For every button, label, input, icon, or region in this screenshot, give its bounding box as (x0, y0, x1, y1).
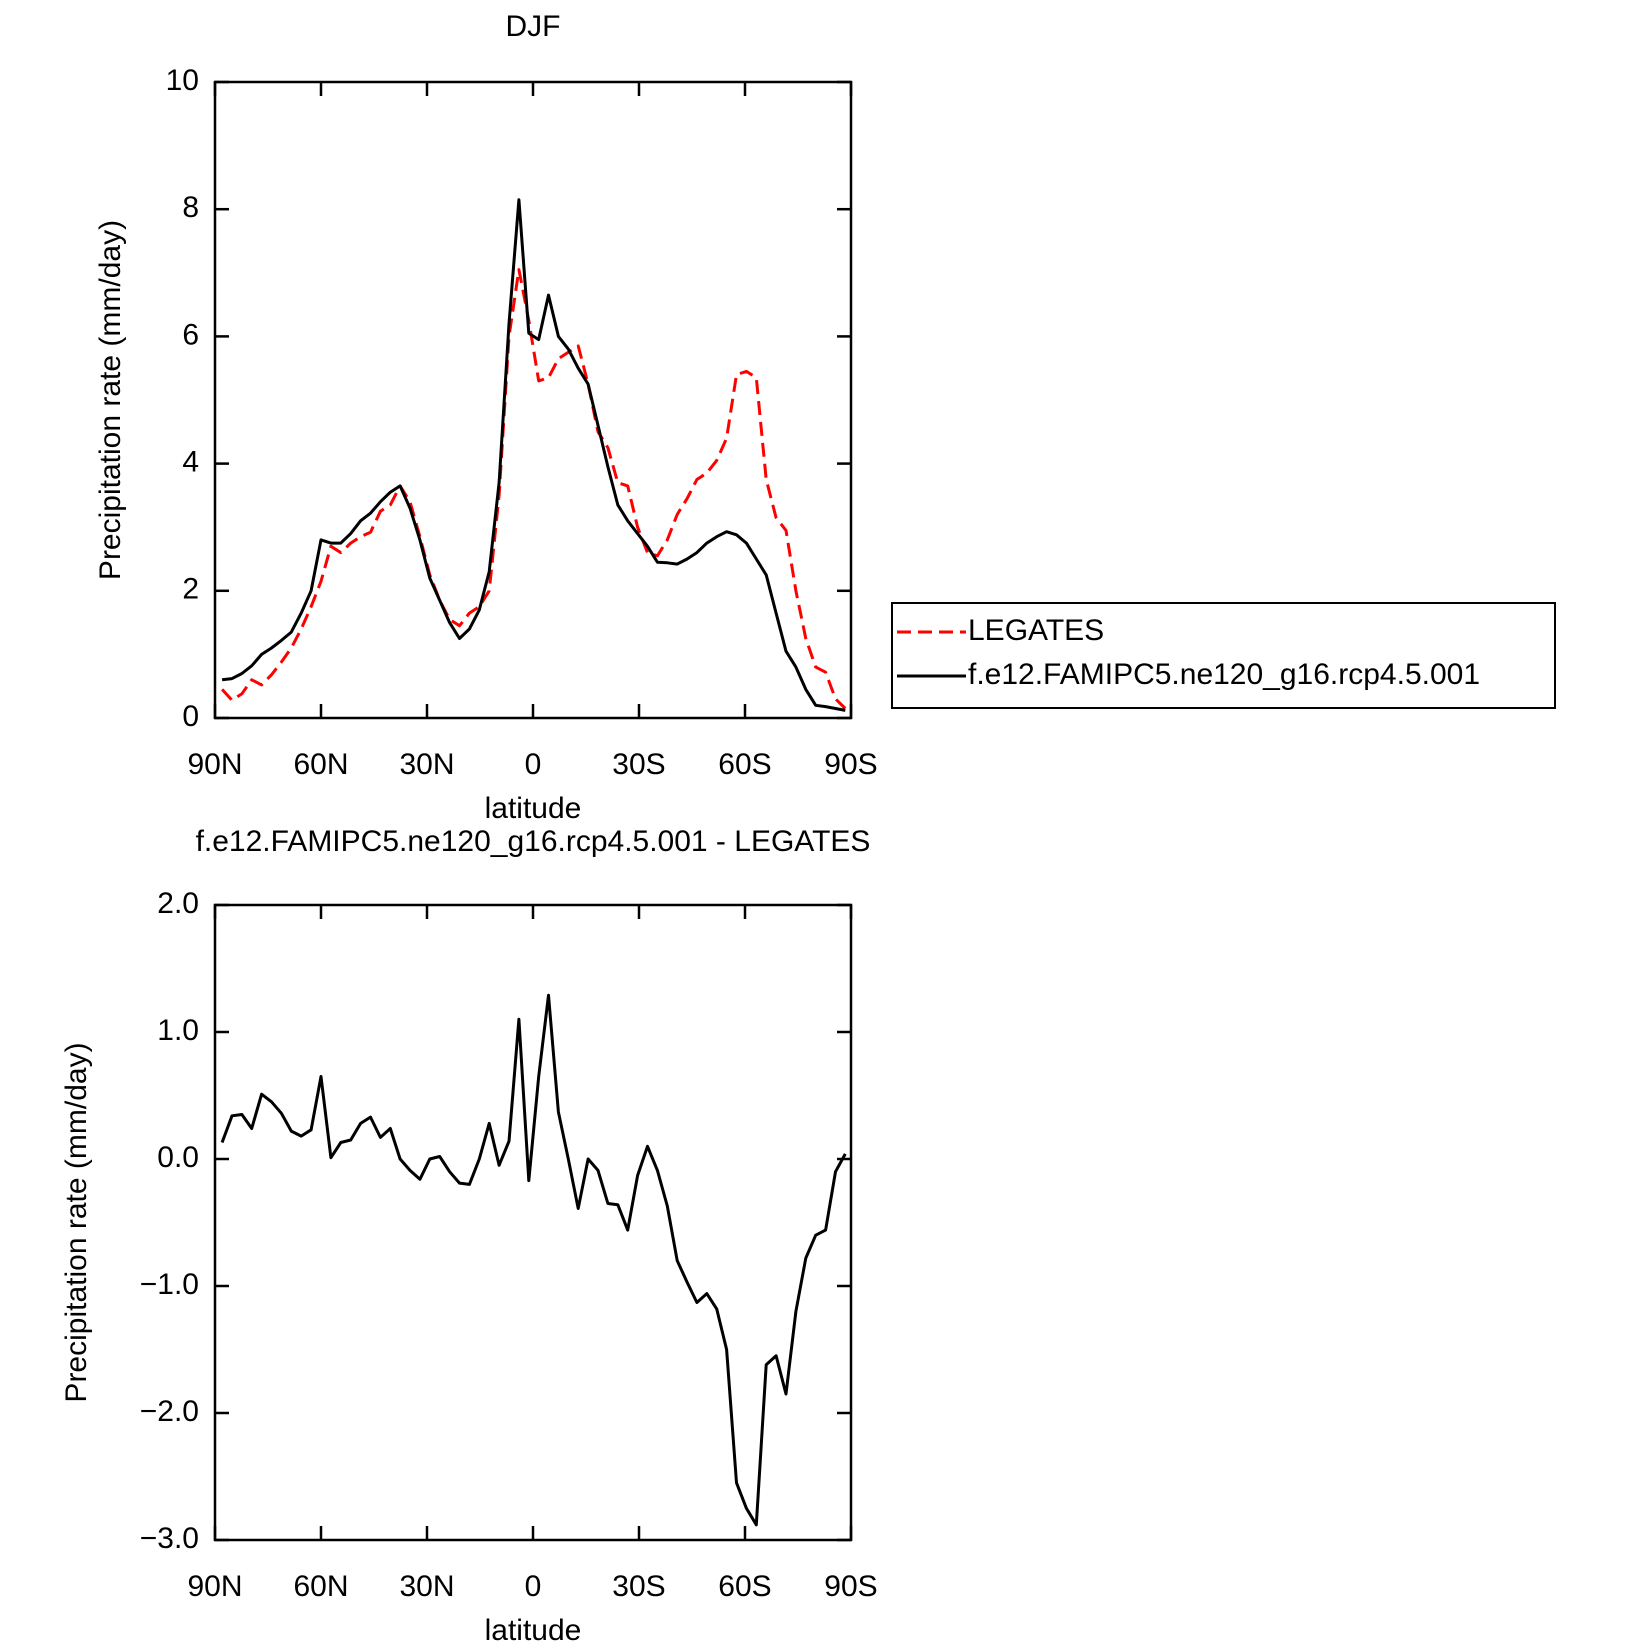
plot-frame (213, 80, 853, 720)
x-tick-label: 0 (525, 748, 542, 781)
x-tick-label: 30N (399, 748, 454, 781)
y-tick-label: 0 (182, 700, 199, 733)
y-tick-label: 2.0 (157, 887, 199, 920)
y-tick-label: −2.0 (140, 1395, 199, 1428)
y-tick-label: 1.0 (157, 1014, 199, 1047)
y-tick-label: 0.0 (157, 1141, 199, 1174)
data-line (220, 993, 847, 1527)
x-tick-label: 90S (824, 1570, 877, 1603)
data-line (220, 268, 847, 710)
data-line (221, 198, 846, 712)
y-tick-label: 8 (182, 191, 199, 224)
chart-title: DJF (506, 10, 561, 43)
x-tick-label: 30S (612, 748, 665, 781)
y-axis-label: Precipitation rate (mm/day) (60, 1042, 93, 1402)
legend-label: f.e12.FAMIPC5.ne120_g16.rcp4.5.001 (968, 658, 1480, 691)
chart-title: f.e12.FAMIPC5.ne120_g16.rcp4.5.001 - LEG… (196, 825, 871, 858)
x-tick-label: 0 (525, 1570, 542, 1603)
x-tick-label: 60S (718, 1570, 771, 1603)
x-tick-label: 30S (612, 1570, 665, 1603)
x-tick-label: 60S (718, 748, 771, 781)
x-tick-label: 90N (187, 1570, 242, 1603)
x-tick-label: 90S (824, 748, 877, 781)
legend-box (891, 602, 1556, 709)
y-tick-label: −1.0 (140, 1268, 199, 1301)
y-tick-label: 6 (182, 318, 199, 351)
x-axis-label: latitude (485, 1614, 582, 1647)
x-tick-label: 30N (399, 1570, 454, 1603)
x-axis-label: latitude (485, 792, 582, 825)
legend-label: LEGATES (968, 614, 1104, 647)
y-tick-label: 10 (166, 64, 199, 97)
x-tick-label: 60N (293, 1570, 348, 1603)
x-tick-label: 60N (293, 748, 348, 781)
y-axis-label: Precipitation rate (mm/day) (94, 220, 127, 580)
plot-frame (213, 903, 853, 1542)
y-tick-label: −3.0 (140, 1522, 199, 1555)
y-tick-label: 4 (182, 446, 199, 479)
x-tick-label: 90N (187, 748, 242, 781)
y-tick-label: 2 (182, 573, 199, 606)
